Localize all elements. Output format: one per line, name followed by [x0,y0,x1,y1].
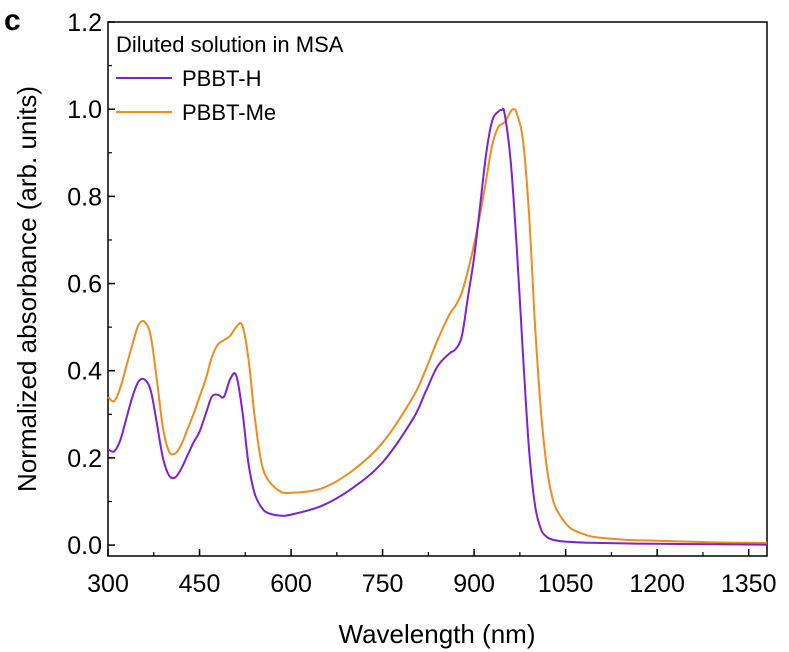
plot-frame [107,21,768,557]
series-line-pbbt-me [107,108,768,544]
x-tick-label: 1050 [538,570,594,598]
panel-label: c [4,4,21,37]
x-tick-label: 600 [270,570,312,598]
y-tick-label: 0.2 [67,445,102,473]
y-tick-label: 1.2 [67,9,102,37]
y-tick-label: 0.0 [67,532,102,560]
x-tick-label: 750 [362,570,404,598]
y-tick-label: 0.8 [67,183,102,211]
series-line-pbbt-h [107,107,768,546]
x-tick-label: 300 [87,570,129,598]
legend-title: Diluted solution in MSA [116,32,344,57]
x-axis-title: Wavelength (nm) [339,619,536,649]
legend-label-pbbt-me: PBBT-Me [182,100,276,125]
legend-label-pbbt-h: PBBT-H [182,66,261,91]
y-axis-title: Normalized absorbance (arb. units) [12,86,42,492]
y-tick-label: 0.6 [67,271,102,299]
legend: Diluted solution in MSA PBBT-H PBBT-Me [116,32,344,125]
y-tick-label: 0.4 [67,358,102,386]
x-axis: 300 450 600 750 900 1050 1200 1350 [87,549,777,598]
x-tick-label: 900 [453,570,495,598]
x-tick-label: 1350 [721,570,777,598]
x-tick-label: 1200 [629,570,685,598]
y-tick-label: 1.0 [67,96,102,124]
y-axis: 0.0 0.2 0.4 0.6 0.8 1.0 1.2 [67,9,115,560]
series-layer [107,107,768,546]
x-tick-label: 450 [179,570,221,598]
